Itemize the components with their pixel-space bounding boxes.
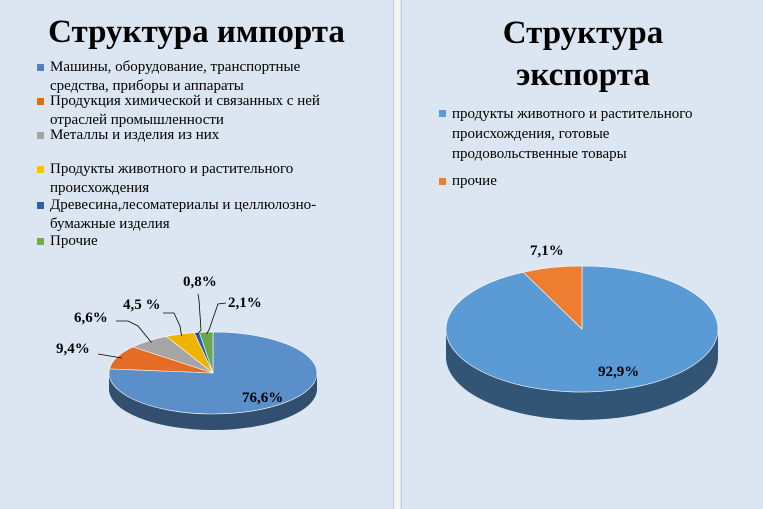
import-legend-label-chemicals-line2: отраслей промышленности (50, 112, 224, 128)
export-pie-labels: 92,9% 7,1% (530, 243, 639, 380)
import-chart-title: Структура импорта (48, 14, 345, 50)
export-data-label-0: 92,9% (598, 364, 639, 380)
import-legend-item-wood: Древесина,лесоматериалы и целлюлозно- бу… (37, 196, 316, 234)
import-legend-swatch-other (37, 238, 44, 245)
import-data-label-0: 76,6% (242, 390, 283, 406)
export-pie-side-0 (446, 329, 718, 420)
export-chart-title-line1: Структура (502, 15, 664, 51)
export-legend-label-food-line3: продовольственные товары (452, 146, 627, 162)
import-data-label-3: 4,5 % (123, 297, 161, 313)
import-legend-label-wood-line1: Древесина,лесоматериалы и целлюлозно- (50, 197, 317, 213)
import-leader-line-2 (116, 320, 152, 343)
export-legend-label-other: прочие (452, 173, 497, 189)
import-pie-chart: 76,6% 9,4% 6,6% 4,5 % 0,8% 2,1% (56, 274, 318, 430)
import-pie-side-0 (109, 373, 317, 430)
export-pie-slice-1 (522, 265, 583, 330)
export-legend-item-other: прочие (439, 172, 497, 191)
import-legend-swatch-metals (37, 132, 44, 139)
export-data-label-1: 7,1% (530, 243, 564, 259)
import-legend-swatch-machines (37, 64, 44, 71)
export-pie-chart: 92,9% 7,1% (445, 243, 719, 420)
panel-divider (394, 0, 400, 509)
import-pie-slice-0 (108, 331, 318, 415)
import-data-label-2: 6,6% (74, 310, 108, 326)
import-legend-swatch-wood (37, 202, 44, 209)
import-pie-sides (109, 373, 317, 430)
import-data-label-5: 2,1% (228, 295, 262, 311)
import-legend-item-chemicals: Продукция химической и связанных с ней о… (37, 92, 320, 130)
export-legend-label-food-line1: продукты животного и растительного (452, 106, 693, 122)
import-legend-label-machines-line1: Машины, оборудование, транспортные (50, 59, 301, 75)
export-legend-label-food-line2: происхождения, готовые (452, 126, 610, 142)
import-legend-label-food-line2: происхождения (50, 180, 150, 196)
import-leader-line-1 (97, 353, 122, 359)
export-pie-sides (446, 329, 718, 420)
export-legend-swatch-food (439, 110, 446, 117)
export-legend-item-food: продукты животного и растительного проис… (439, 104, 693, 164)
import-legend: Машины, оборудование, транспортные средс… (37, 58, 387, 258)
import-legend-swatch-chemicals (37, 98, 44, 105)
import-leader-line-4 (197, 293, 202, 335)
export-legend: продукты животного и растительного проис… (439, 104, 759, 194)
export-legend-swatch-other (439, 178, 446, 185)
import-legend-item-food: Продукты животного и растительного проис… (37, 160, 293, 198)
import-data-label-4: 0,8% (183, 274, 217, 290)
import-leader-line-5 (206, 302, 227, 335)
import-legend-label-metals: Металлы и изделия из них (50, 127, 220, 143)
import-legend-item-machines: Машины, оборудование, транспортные средс… (37, 58, 300, 96)
export-pie-top (445, 265, 719, 393)
import-chart-panel: Структура импорта Машины, оборудование, … (37, 0, 394, 509)
export-chart-panel: Структура экспорта продукты животного и … (401, 0, 763, 509)
import-legend-item-other: Прочие (37, 232, 98, 251)
import-pie-labels: 76,6% 9,4% 6,6% 4,5 % 0,8% 2,1% (56, 274, 283, 406)
import-legend-label-chemicals-line1: Продукция химической и связанных с ней (50, 93, 320, 109)
import-legend-label-other: Прочие (50, 233, 98, 249)
import-pie-top (108, 331, 318, 415)
export-chart-title-line2: экспорта (516, 57, 650, 93)
import-legend-label-machines-line2: средства, приборы и аппараты (50, 78, 244, 94)
import-legend-label-food-line1: Продукты животного и растительного (50, 161, 294, 177)
import-legend-label-wood-line2: бумажные изделия (50, 216, 170, 232)
import-legend-swatch-food (37, 166, 44, 173)
import-data-label-1: 9,4% (56, 341, 90, 357)
import-legend-item-metals: Металлы и изделия из них (37, 126, 219, 145)
export-chart-title: Структура экспорта (402, 12, 763, 96)
import-leader-line-3 (163, 312, 182, 337)
